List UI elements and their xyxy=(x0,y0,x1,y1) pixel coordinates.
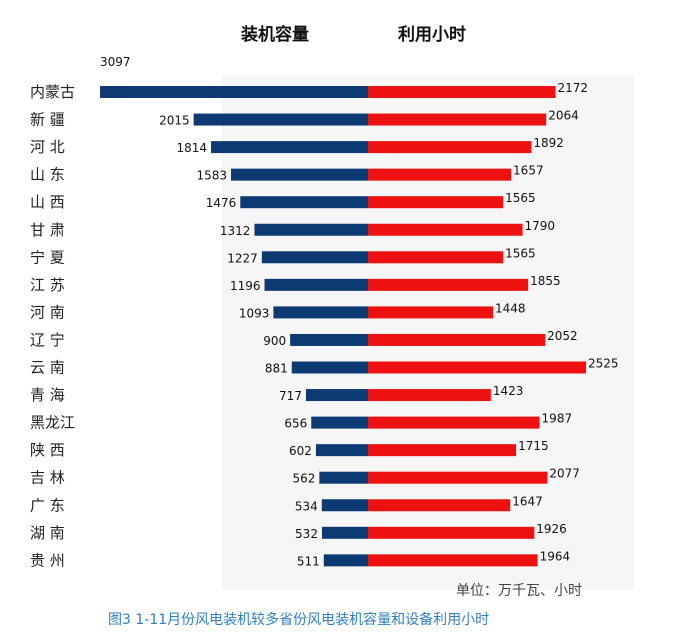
category-label: 湖 南 xyxy=(30,524,65,542)
capacity-bar xyxy=(193,113,368,126)
hours-bar xyxy=(368,141,532,154)
hours-bar xyxy=(368,251,504,264)
capacity-value-label: 1312 xyxy=(220,224,251,238)
unit-note: 单位：万千瓦、小时 xyxy=(456,583,582,599)
hours-value-label: 1964 xyxy=(540,549,571,563)
hours-value-label: 1790 xyxy=(525,219,556,233)
hours-value-label: 1565 xyxy=(505,191,536,205)
hours-bar xyxy=(368,471,548,484)
capacity-value-label: 1476 xyxy=(206,196,237,210)
hours-bar xyxy=(368,168,512,181)
capacity-value-label: 511 xyxy=(297,554,320,568)
category-label: 江 苏 xyxy=(30,276,65,294)
capacity-bar xyxy=(321,526,368,539)
capacity-bar xyxy=(231,168,368,181)
hours-bar xyxy=(368,113,547,126)
category-label: 吉 林 xyxy=(30,469,65,487)
capacity-bar xyxy=(100,86,368,98)
category-label: 河 南 xyxy=(30,303,65,321)
header-hours: 利用小时 xyxy=(398,25,466,45)
hours-value-label: 2077 xyxy=(549,467,580,481)
category-label: 山 东 xyxy=(30,166,65,184)
hours-value-label: 1855 xyxy=(530,274,561,288)
category-label: 陕 西 xyxy=(30,441,65,459)
category-label: 甘 肃 xyxy=(30,221,65,239)
hours-bar xyxy=(368,278,529,291)
category-label: 新 疆 xyxy=(30,111,65,129)
capacity-value-label: 717 xyxy=(279,389,302,403)
hours-bar xyxy=(368,196,504,209)
capacity-bar xyxy=(305,389,368,402)
capacity-bar xyxy=(240,196,368,209)
category-label: 黑龙江 xyxy=(30,414,75,432)
category-label: 辽 宁 xyxy=(30,331,65,349)
capacity-bar xyxy=(323,554,368,567)
hours-bar xyxy=(368,389,491,402)
capacity-bar xyxy=(211,141,368,154)
capacity-bar xyxy=(311,416,368,429)
capacity-value-label: 1196 xyxy=(230,279,261,293)
category-label: 宁 夏 xyxy=(30,248,65,266)
hours-value-label: 1987 xyxy=(542,412,573,426)
category-label: 贵 州 xyxy=(30,551,65,569)
hours-value-label: 1657 xyxy=(513,164,544,178)
hours-value-label: 2052 xyxy=(547,329,578,343)
capacity-value-label: 1583 xyxy=(196,169,227,183)
category-label: 云 南 xyxy=(30,359,65,377)
hours-bar xyxy=(368,499,511,512)
capacity-value-label: 2015 xyxy=(159,114,190,128)
hours-value-label: 1892 xyxy=(533,136,564,150)
category-label: 青 海 xyxy=(30,386,65,404)
hours-bar xyxy=(368,86,556,98)
capacity-value-label: 900 xyxy=(263,334,286,348)
hours-value-label: 2172 xyxy=(558,81,589,95)
header-capacity: 装机容量 xyxy=(241,25,309,45)
hours-bar xyxy=(368,416,540,429)
capacity-bar xyxy=(315,444,368,457)
capacity-bar xyxy=(321,499,368,512)
hours-value-label: 1715 xyxy=(518,439,549,453)
capacity-value-label: 562 xyxy=(292,472,315,486)
figure-caption: 图3 1-11月份风电装机较多省份风电装机容量和设备利用小时 xyxy=(108,612,490,628)
capacity-value-label: 656 xyxy=(284,417,307,431)
hours-value-label: 1926 xyxy=(536,522,567,536)
hours-bar xyxy=(368,333,546,346)
hours-bar xyxy=(368,444,517,457)
capacity-value-label: 881 xyxy=(265,362,288,376)
hours-value-label: 1565 xyxy=(505,246,536,260)
hours-bar xyxy=(368,223,523,236)
capacity-bar xyxy=(290,333,368,346)
capacity-value-label: 1227 xyxy=(227,251,258,265)
category-label: 内蒙古 xyxy=(30,83,75,101)
hours-value-label: 1647 xyxy=(512,494,543,508)
capacity-bar xyxy=(261,251,368,264)
capacity-bar xyxy=(273,306,368,319)
hours-value-label: 1423 xyxy=(493,384,524,398)
hours-bar xyxy=(368,306,494,319)
category-label: 山 西 xyxy=(30,193,65,211)
capacity-value-label: 532 xyxy=(295,527,318,541)
capacity-bar xyxy=(254,223,368,236)
capacity-bar xyxy=(319,471,368,484)
hours-value-label: 1448 xyxy=(495,301,526,315)
category-label: 河 北 xyxy=(30,138,65,156)
capacity-value-label: 1814 xyxy=(176,141,207,155)
hours-bar xyxy=(368,526,535,539)
hours-bar xyxy=(368,361,586,374)
capacity-value-label: 534 xyxy=(295,499,318,513)
capacity-bar xyxy=(264,278,368,291)
hours-value-label: 2064 xyxy=(548,109,579,123)
hours-value-label: 2525 xyxy=(588,357,619,371)
capacity-value-label: 3097 xyxy=(100,55,131,69)
capacity-value-label: 1093 xyxy=(239,306,270,320)
capacity-bar xyxy=(291,361,368,374)
hours-bar xyxy=(368,554,538,567)
category-label: 广 东 xyxy=(30,496,65,514)
capacity-value-label: 602 xyxy=(289,444,312,458)
